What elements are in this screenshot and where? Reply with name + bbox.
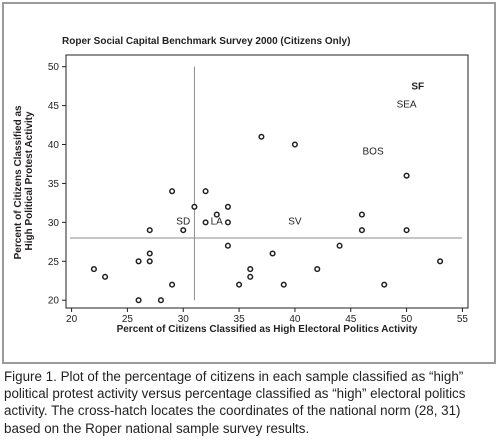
plot-area bbox=[65, 54, 469, 309]
y-tick-label: 35 bbox=[48, 179, 60, 190]
data-point bbox=[191, 203, 198, 210]
data-points bbox=[90, 133, 444, 304]
data-point bbox=[169, 188, 176, 195]
data-point bbox=[358, 227, 365, 234]
data-point bbox=[247, 273, 254, 280]
x-tick-label: 40 bbox=[289, 314, 301, 325]
x-tick-label: 25 bbox=[122, 314, 134, 325]
data-point bbox=[236, 281, 243, 288]
data-point bbox=[336, 242, 343, 249]
data-point bbox=[202, 188, 209, 195]
data-point bbox=[437, 258, 444, 265]
data-point bbox=[314, 266, 321, 273]
x-tick-label: 45 bbox=[345, 314, 357, 325]
point-label: SV bbox=[288, 216, 302, 227]
y-axis-label-line-1: Percent of Citizens Classified as bbox=[13, 105, 24, 259]
data-point bbox=[90, 266, 97, 273]
y-tick-label: 20 bbox=[48, 296, 60, 307]
x-tick-label: 20 bbox=[66, 314, 78, 325]
data-point bbox=[224, 203, 231, 210]
point-label: BOS bbox=[363, 146, 384, 157]
data-point bbox=[102, 273, 109, 280]
y-axis-label: Percent of Citizens Classified as High P… bbox=[13, 103, 35, 260]
point-label: SF bbox=[411, 82, 424, 93]
data-point bbox=[247, 266, 254, 273]
point-label: SEA bbox=[397, 100, 417, 111]
scatter-chart: Roper Social Capital Benchmark Survey 20… bbox=[13, 36, 469, 335]
y-tick-label: 50 bbox=[48, 62, 60, 73]
y-tick-label: 45 bbox=[48, 101, 60, 112]
data-point bbox=[146, 258, 153, 265]
data-point bbox=[403, 227, 410, 234]
figure-frame bbox=[2, 2, 496, 364]
x-tick-label: 55 bbox=[457, 314, 469, 325]
x-tick-label: 35 bbox=[234, 314, 246, 325]
x-axis: 20 25 30 35 40 45 50 55 bbox=[66, 308, 468, 325]
y-tick-label: 30 bbox=[48, 218, 60, 229]
data-point bbox=[135, 297, 142, 304]
chart-title: Roper Social Capital Benchmark Survey 20… bbox=[62, 36, 350, 47]
data-point bbox=[269, 250, 276, 257]
data-point bbox=[224, 219, 231, 226]
y-axis-label-line-2: High Political Protest Activity bbox=[24, 111, 35, 251]
point-labels: SF SEA BOS SD LA SV bbox=[176, 82, 424, 228]
x-tick-label: 30 bbox=[178, 314, 190, 325]
data-point bbox=[224, 242, 231, 249]
y-tick-label: 25 bbox=[48, 257, 60, 268]
x-tick-label: 50 bbox=[401, 314, 413, 325]
data-point bbox=[258, 133, 265, 140]
data-point bbox=[358, 211, 365, 218]
data-point bbox=[169, 281, 176, 288]
x-axis-label: Percent of Citizens Classified as High E… bbox=[117, 324, 418, 335]
data-point bbox=[381, 281, 388, 288]
data-point bbox=[280, 281, 287, 288]
point-label: LA bbox=[211, 216, 224, 227]
data-point bbox=[403, 172, 410, 179]
data-point bbox=[146, 250, 153, 257]
data-point bbox=[213, 211, 220, 218]
data-point bbox=[180, 227, 187, 234]
y-axis: 20 25 30 35 40 45 50 bbox=[48, 62, 66, 307]
point-label: SD bbox=[176, 216, 190, 227]
data-point bbox=[157, 297, 164, 304]
data-point bbox=[146, 227, 153, 234]
data-point bbox=[135, 258, 142, 265]
data-point bbox=[291, 141, 298, 148]
data-point bbox=[202, 219, 209, 226]
figure-caption: Figure 1. Plot of the percentage of citi… bbox=[4, 369, 466, 436]
y-tick-label: 40 bbox=[48, 140, 60, 151]
